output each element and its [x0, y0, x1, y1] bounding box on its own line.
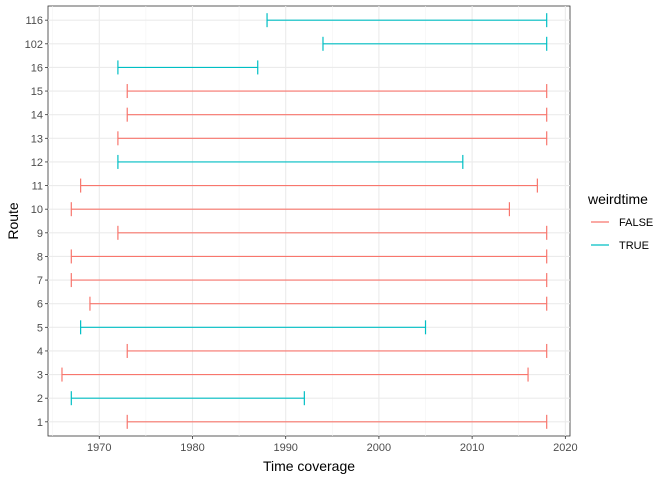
x-tick-label: 1980 [180, 442, 204, 454]
y-tick-label: 2 [37, 393, 43, 405]
x-tick-label: 1970 [87, 442, 111, 454]
range-bar-route-6 [89, 296, 548, 311]
range-bar-route-4 [126, 343, 548, 358]
x-tick-label: 2010 [460, 442, 484, 454]
range-bar-route-11 [80, 178, 538, 193]
y-tick-label: 1 [37, 417, 43, 429]
range-bar-route-13 [117, 131, 548, 146]
y-tick-label: 14 [31, 110, 43, 122]
x-tick-label: 1990 [273, 442, 297, 454]
y-tick-label: 10 [31, 204, 43, 216]
range-bar-route-2 [70, 391, 305, 406]
y-tick-label: 3 [37, 370, 43, 382]
legend-label: TRUE [619, 240, 649, 252]
legend: weirdtime FALSE TRUE [587, 191, 653, 252]
y-tick-label: 8 [37, 251, 43, 263]
y-tick-label: 6 [37, 299, 43, 311]
range-bar-route-5 [80, 320, 427, 335]
x-axis-title: Time coverage [263, 458, 355, 474]
y-tick-label: 11 [32, 181, 43, 193]
range-bar-route-1 [126, 414, 548, 429]
y-tick-label: 15 [31, 86, 43, 98]
range-bar-route-10 [70, 202, 511, 217]
legend-title: weirdtime [587, 191, 648, 207]
y-tick-label: 16 [31, 62, 43, 74]
y-axis-title: Route [5, 202, 21, 240]
plot-panel [47, 5, 571, 437]
range-bar-route-9 [117, 225, 548, 240]
range-bar-route-16 [117, 60, 259, 75]
range-bars [61, 13, 548, 429]
y-tick-label: 13 [31, 133, 43, 145]
range-bar-route-8 [70, 249, 548, 264]
range-bar-route-102 [322, 36, 548, 51]
legend-item-true: TRUE [591, 240, 649, 252]
range-bar-route-15 [126, 84, 548, 99]
range-bar-route-3 [61, 367, 529, 382]
legend-label: FALSE [619, 217, 653, 229]
x-axis: 1970 1980 1990 2000 2010 2020 [87, 436, 578, 454]
x-tick-label: 2000 [367, 442, 391, 454]
range-bar-route-12 [117, 154, 464, 169]
x-tick-label: 2020 [553, 442, 577, 454]
range-bar-route-116 [266, 13, 548, 28]
range-bar-route-14 [126, 107, 548, 122]
y-tick-label: 5 [37, 322, 43, 334]
range-bar-route-7 [70, 273, 548, 288]
y-tick-label: 116 [25, 15, 43, 27]
y-tick-label: 7 [37, 275, 43, 287]
y-tick-label: 102 [25, 39, 43, 51]
y-tick-label: 4 [37, 346, 43, 358]
legend-item-false: FALSE [591, 217, 653, 229]
y-tick-label: 9 [37, 228, 43, 240]
y-tick-label: 12 [31, 157, 43, 169]
